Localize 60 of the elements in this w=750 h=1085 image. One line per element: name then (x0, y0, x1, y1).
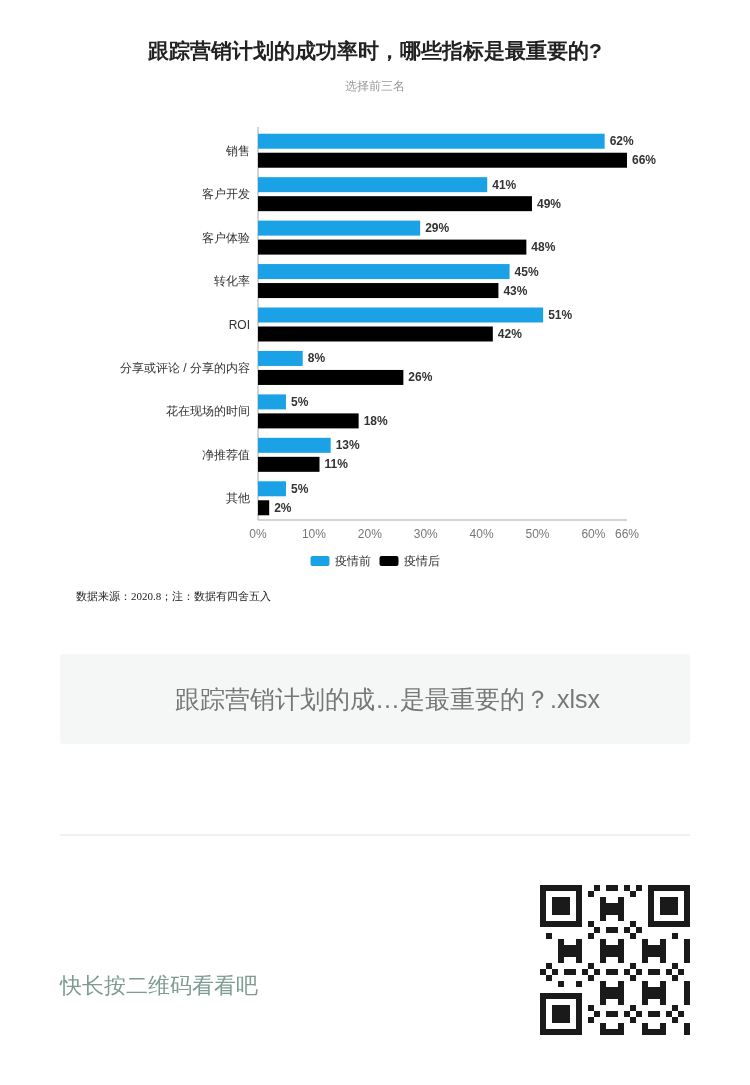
data-label: 51% (548, 308, 573, 322)
data-label: 5% (290, 481, 309, 496)
bar (258, 239, 527, 255)
data-label: 8% (307, 351, 326, 366)
data-label: 26% (408, 370, 433, 385)
text: 快长按二维码看看吧 (59, 972, 258, 998)
x-tick-label: 40% (469, 527, 494, 541)
bar (258, 413, 359, 429)
y-tick-label: 客户开发 (202, 187, 250, 202)
y-tick-label: 净推荐值 (202, 447, 250, 462)
data-label: 29% (425, 221, 450, 236)
text: 跟踪营销计划的成…是最重要的？.xlsx (175, 685, 601, 713)
x-tick-label: 50% (525, 527, 550, 541)
legend-label: 疫情后 (403, 554, 440, 568)
bar (258, 350, 303, 366)
data-label: 48% (531, 240, 556, 255)
x-tick-label: 66% (614, 527, 640, 541)
data-label: 49% (536, 196, 562, 211)
data-label: 41% (492, 177, 517, 192)
data-label: 66% (632, 153, 657, 168)
bar (258, 369, 404, 385)
bar (258, 456, 320, 472)
y-tick-label: 分享或评论 / 分享的内容 (119, 360, 250, 375)
chart-subtitle: 选择前三名 (345, 79, 405, 93)
legend-label: 疫情前 (334, 554, 371, 568)
data-label: 2% (274, 500, 292, 515)
y-tick-label: 销售 (225, 143, 250, 158)
x-tick-label: 20% (357, 527, 383, 541)
data-label: 42% (497, 327, 523, 341)
bar (258, 326, 493, 342)
bar (258, 220, 421, 236)
y-tick-label: 花在现场的时间 (166, 404, 250, 419)
bar (258, 196, 532, 212)
data-label: 18% (363, 413, 388, 428)
bar (258, 481, 286, 497)
data-label: 43% (503, 283, 528, 298)
y-tick-label: 客户体验 (202, 230, 250, 245)
data-label: 13% (335, 438, 361, 453)
data-label: 5% (290, 394, 309, 409)
source-note: 数据来源：2020.8；注：数据有四舍五入 (76, 590, 272, 602)
x-tick-label: 30% (413, 527, 439, 541)
bar (258, 264, 510, 280)
y-tick-label: 其他 (226, 491, 250, 506)
data-label: 62% (609, 134, 634, 149)
bar (258, 133, 605, 149)
bar (258, 152, 627, 168)
bar (258, 394, 286, 410)
bar (258, 283, 499, 299)
bar (258, 500, 270, 516)
bar (258, 437, 331, 453)
bar (258, 307, 544, 323)
data-label: 45% (514, 264, 539, 279)
y-tick-label: ROI (228, 317, 250, 332)
x-tick-label: 0% (249, 527, 267, 541)
data-label: 11% (324, 457, 349, 472)
x-tick-label: 10% (301, 527, 327, 541)
bar (258, 177, 488, 193)
x-tick-label: 60% (581, 527, 606, 541)
chart-title: 跟踪营销计划的成功率时，哪些指标是最重要的? (147, 38, 602, 62)
y-tick-label: 转化率 (214, 274, 250, 289)
